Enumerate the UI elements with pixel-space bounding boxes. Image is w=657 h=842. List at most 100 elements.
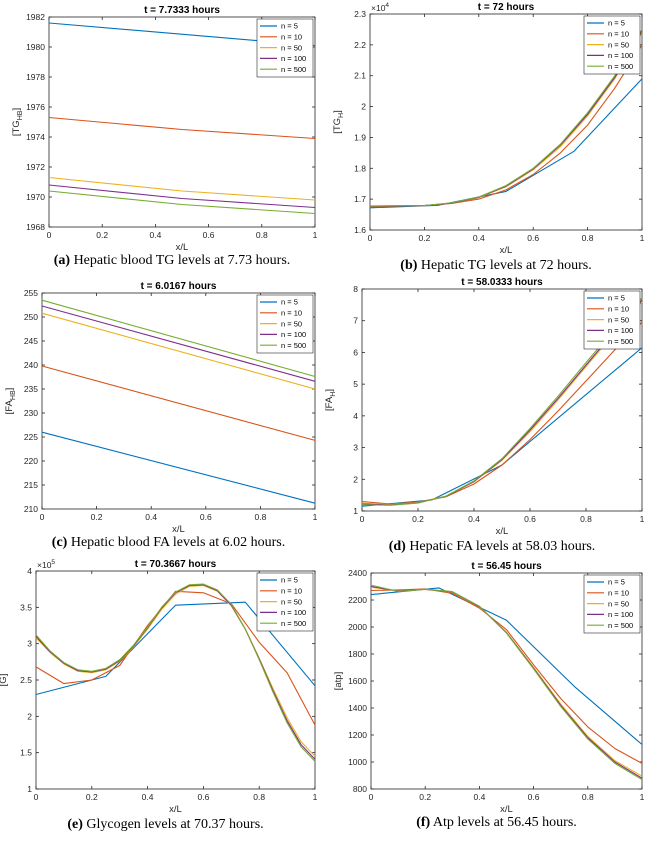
y-tick-label: 2.5 <box>20 675 32 685</box>
x-tick-label: 1 <box>313 230 318 240</box>
y-axis-label: [FAHB] <box>4 388 17 415</box>
x-tick-label: 0.8 <box>582 233 594 243</box>
y-tick-label: 1.8 <box>354 163 366 173</box>
x-tick-label: 0 <box>360 514 365 524</box>
series-line-n10 <box>35 590 316 726</box>
legend-entry: n = 10 <box>281 587 302 596</box>
y-tick-label: 2.3 <box>354 9 366 19</box>
x-tick-label: 0.4 <box>473 233 485 243</box>
chart-title: t = 7.7333 hours <box>144 5 220 16</box>
y-tick-label: 1970 <box>26 192 45 202</box>
series-line-n100 <box>48 184 316 209</box>
y-tick-label: 3.5 <box>20 602 32 612</box>
y-tick-label: 255 <box>24 288 38 298</box>
x-tick-label: 0 <box>34 792 39 802</box>
y-tick-label: 1982 <box>26 12 45 22</box>
caption-label: (a) <box>54 253 71 268</box>
series-line-n500 <box>361 297 643 506</box>
legend-entry: n = 10 <box>608 305 629 314</box>
legend-entry: n = 10 <box>608 30 629 39</box>
y-tick-label: 220 <box>24 456 38 466</box>
legend-entry: n = 100 <box>281 54 306 63</box>
legend-entry: n = 5 <box>608 19 625 28</box>
y-tick-label: 1800 <box>348 649 367 659</box>
y-tick-label: 230 <box>24 408 38 418</box>
y-axis-label-main: [FA <box>324 396 335 411</box>
legend-entry: n = 500 <box>608 62 633 71</box>
y-tick-label: 6 <box>353 347 358 357</box>
legend-entry: n = 500 <box>608 337 633 346</box>
legend: n = 5 n = 10n = 50 n = 100 n = 500 <box>256 572 314 632</box>
x-tick-label: 0.6 <box>197 792 209 802</box>
y-tick-label: 5 <box>353 379 358 389</box>
y-tick-label: 3 <box>27 639 32 649</box>
y-tick-label: 235 <box>24 384 38 394</box>
caption-label: (d) <box>389 539 406 554</box>
x-tick-label: 0 <box>47 230 52 240</box>
x-tick-label: 0.6 <box>200 512 212 522</box>
x-tick-label: 0.2 <box>86 792 98 802</box>
x-tick-label: 0.4 <box>149 230 161 240</box>
series-line-n50 <box>35 584 316 757</box>
legend-entry: n = 100 <box>608 51 633 60</box>
y-axis-label-main: [FA <box>4 399 15 414</box>
caption-text: Hepatic FA levels at 58.03 hours. <box>406 539 596 554</box>
y-tick-label: 1 <box>27 784 32 794</box>
chart-title: t = 58.0333 hours <box>461 277 543 288</box>
x-tick-label: 0.4 <box>468 514 480 524</box>
y-axis-label-main: [TG <box>332 118 343 134</box>
legend-entry: n = 5 <box>608 578 625 587</box>
x-tick-label: 1 <box>313 512 318 522</box>
legend-entry: n = 500 <box>281 65 306 74</box>
y-tick-label: 1400 <box>348 703 367 713</box>
axis-exponent: ×104 <box>371 2 389 13</box>
y-tick-label: 2 <box>27 711 32 721</box>
series-line-n500 <box>48 190 316 215</box>
x-tick-label: 0.4 <box>142 792 154 802</box>
y-tick-label: 1.6 <box>354 225 366 235</box>
y-axis-label-sub: HB <box>10 390 17 400</box>
y-tick-label: 2.1 <box>354 71 366 81</box>
y-tick-label: 3 <box>353 443 358 453</box>
x-axis-label: x/L <box>500 245 513 256</box>
y-axis-label-sub: H <box>338 113 345 118</box>
y-tick-label: 1200 <box>348 730 367 740</box>
y-tick-label: 2000 <box>348 622 367 632</box>
series-line-n10 <box>48 116 316 140</box>
x-tick-label: 0.2 <box>419 792 431 802</box>
y-tick-label: 1000 <box>348 757 367 767</box>
legend-entry: n = 5 <box>608 294 625 303</box>
y-tick-label: 210 <box>24 504 38 514</box>
legend-entry: n = 5 <box>281 576 298 585</box>
y-axis-label: [atp] <box>333 672 344 691</box>
y-tick-label: 240 <box>24 360 38 370</box>
x-tick-label: 0 <box>369 792 374 802</box>
y-axis-label-close: ] <box>324 389 335 392</box>
y-tick-label: 215 <box>24 480 38 490</box>
chart-panel-a: 0 0.2 0.4 0.6 0.8 1 1968 1970 1972 1974 1976 1978 19… <box>11 5 318 268</box>
y-axis-label-main: [TG <box>11 120 22 136</box>
caption-label: (c) <box>52 535 68 550</box>
legend-entry: n = 50 <box>608 599 629 608</box>
legend-entry: n = 100 <box>608 610 633 619</box>
figure-caption: (a) Hepatic blood TG levels at 7.73 hour… <box>54 253 291 268</box>
x-tick-label: 0.8 <box>256 230 268 240</box>
series-line-n500 <box>35 583 316 762</box>
caption-text: Hepatic blood TG levels at 7.73 hours. <box>70 253 290 268</box>
series-line-n50 <box>48 176 316 201</box>
y-tick-label: 1980 <box>26 42 45 52</box>
series-line-n500 <box>370 584 643 780</box>
legend-entry: n = 50 <box>281 43 302 52</box>
x-tick-label: 0.8 <box>580 514 592 524</box>
plot-area <box>361 288 643 512</box>
caption-text: Atp levels at 56.45 hours. <box>430 815 577 830</box>
legend-entry: n = 50 <box>608 40 629 49</box>
x-tick-label: 1 <box>640 233 645 243</box>
x-axis-label: x/L <box>176 242 189 253</box>
legend-entry: n = 5 <box>281 298 298 307</box>
plot-area <box>369 13 643 231</box>
legend-entry: n = 100 <box>608 326 633 335</box>
figure-caption: (f) Atp levels at 56.45 hours. <box>416 815 577 830</box>
caption-label: (f) <box>416 815 430 830</box>
y-tick-label: 1968 <box>26 222 45 232</box>
